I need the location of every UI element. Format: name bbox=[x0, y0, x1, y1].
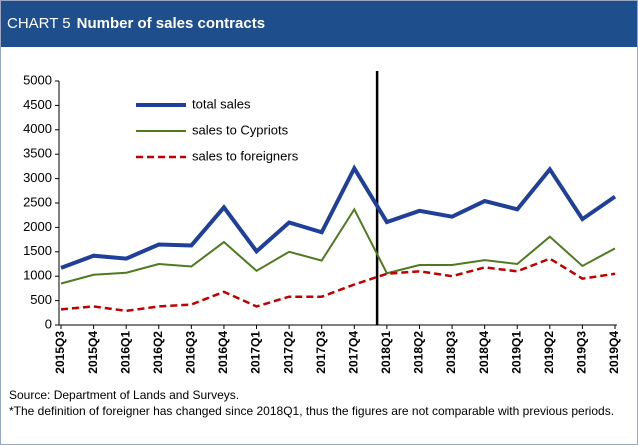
x-tick-label: 2016Q1 bbox=[118, 331, 132, 374]
legend-label: total sales bbox=[192, 96, 251, 111]
y-tick-label: 2000 bbox=[23, 219, 52, 234]
y-tick-label: 4500 bbox=[23, 97, 52, 112]
y-tick-label: 5000 bbox=[23, 72, 52, 87]
x-tick-label: 2018Q3 bbox=[444, 331, 458, 374]
legend-label: sales to foreigners bbox=[192, 148, 299, 163]
x-tick-label: 2016Q3 bbox=[184, 331, 198, 374]
header: CHART 5 Number of sales contracts bbox=[1, 1, 637, 47]
y-tick-label: 0 bbox=[45, 316, 52, 331]
x-tick-label: 2015Q3 bbox=[53, 331, 67, 374]
chart-title: Number of sales contracts bbox=[76, 15, 266, 32]
y-tick-label: 1000 bbox=[23, 268, 52, 283]
x-tick-label: 2016Q4 bbox=[216, 331, 230, 374]
chart-label: CHART 5 bbox=[7, 15, 71, 32]
x-tick-label: 2018Q4 bbox=[477, 331, 491, 374]
y-tick-label: 4000 bbox=[23, 121, 52, 136]
series-line bbox=[60, 164, 617, 270]
x-tick-label: 2017Q1 bbox=[249, 331, 263, 374]
source: Source: Department of Lands and Surveys. bbox=[9, 388, 240, 402]
x-tick-label: 2017Q4 bbox=[346, 331, 360, 374]
footer: Source: Department of Lands and Surveys.… bbox=[9, 387, 629, 419]
x-tick-label: 2015Q4 bbox=[86, 331, 100, 374]
x-tick-label: 2017Q2 bbox=[281, 331, 295, 374]
series-line bbox=[60, 257, 616, 313]
x-tick-label: 2019Q1 bbox=[509, 331, 523, 374]
x-tick-label: 2019Q4 bbox=[607, 331, 621, 374]
y-tick-label: 3000 bbox=[23, 170, 52, 185]
x-tick-label: 2018Q1 bbox=[379, 331, 393, 374]
x-tick-label: 2019Q2 bbox=[542, 331, 556, 374]
legend-label: sales to Cypriots bbox=[192, 122, 289, 137]
y-tick-label: 1500 bbox=[23, 243, 52, 258]
chart: 0 500 1000 1500 2000 2500 3000 3500 4000 4500 5000… bbox=[23, 71, 621, 374]
y-tick-label: 500 bbox=[30, 292, 52, 307]
x-tick-label: 2016Q2 bbox=[151, 331, 165, 374]
x-tick-label: 2017Q3 bbox=[314, 331, 328, 374]
note: *The definition of foreigner has changed… bbox=[9, 404, 615, 418]
x-tick-label: 2019Q3 bbox=[575, 331, 589, 374]
series-line bbox=[60, 207, 616, 285]
x-tick-label: 2018Q2 bbox=[412, 331, 426, 374]
y-tick-label: 3500 bbox=[23, 146, 52, 161]
y-tick-label: 2500 bbox=[23, 194, 52, 209]
